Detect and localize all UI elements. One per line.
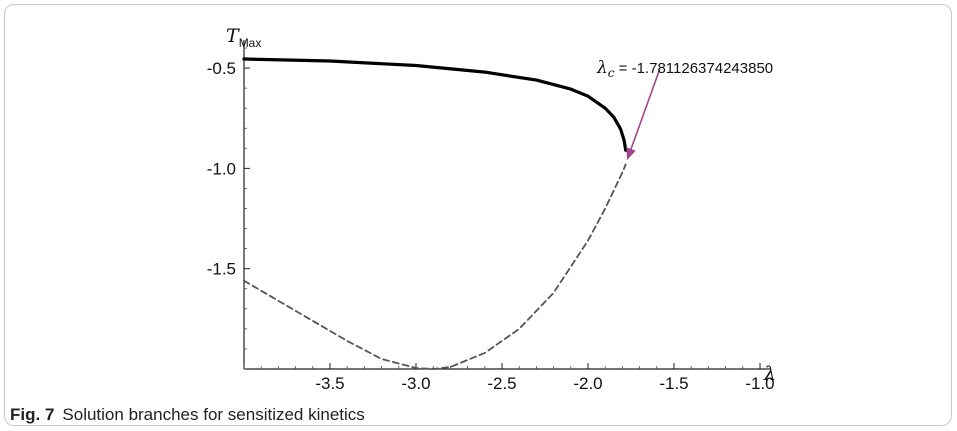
x-tick-label: -2.0 [573,374,602,393]
y-axis-title: TMax [226,25,261,50]
y-tick-label: -1.5 [207,260,236,279]
x-tick-label: -2.5 [487,374,516,393]
axis-titles: TMax λ [226,25,776,385]
annotation-arrow [626,69,661,161]
figure-caption: Fig. 7 Solution branches for sensitized k… [10,405,365,425]
stable-branch-line [242,57,628,152]
figure-frame [4,4,952,426]
annotation-group: λc = -1.781126374243850 [596,58,773,161]
y-tick-label: -1.0 [207,159,236,178]
x-tick-label: -3.5 [315,374,344,393]
y-axis-subscript: Max [239,36,262,50]
annotation-label: λc = -1.781126374243850 [596,58,773,80]
x-tick-label: -1.0 [745,374,774,393]
caption-text: Solution branches for sensitized kinetic… [62,405,365,424]
unstable-branch-line [243,163,627,370]
series-group [242,57,628,370]
annotation-value: = -1.781126374243850 [615,60,774,77]
annotation-subscript: c [608,66,615,80]
annotation-symbol: λ [596,58,608,78]
y-axis-symbol: T [226,25,240,47]
x-tick-label: -1.5 [659,374,688,393]
caption-label: Fig. 7 [10,405,55,424]
axes [243,40,770,370]
x-axis-title: λ [763,363,776,385]
y-tick-label: -0.5 [207,59,236,78]
x-tick-label: -3.0 [401,374,430,393]
tick-group: -3.5 -3.0 -2.5 -2.0 -1.5 -1.0 -0.5 -1.0 -1.5 [207,47,775,393]
